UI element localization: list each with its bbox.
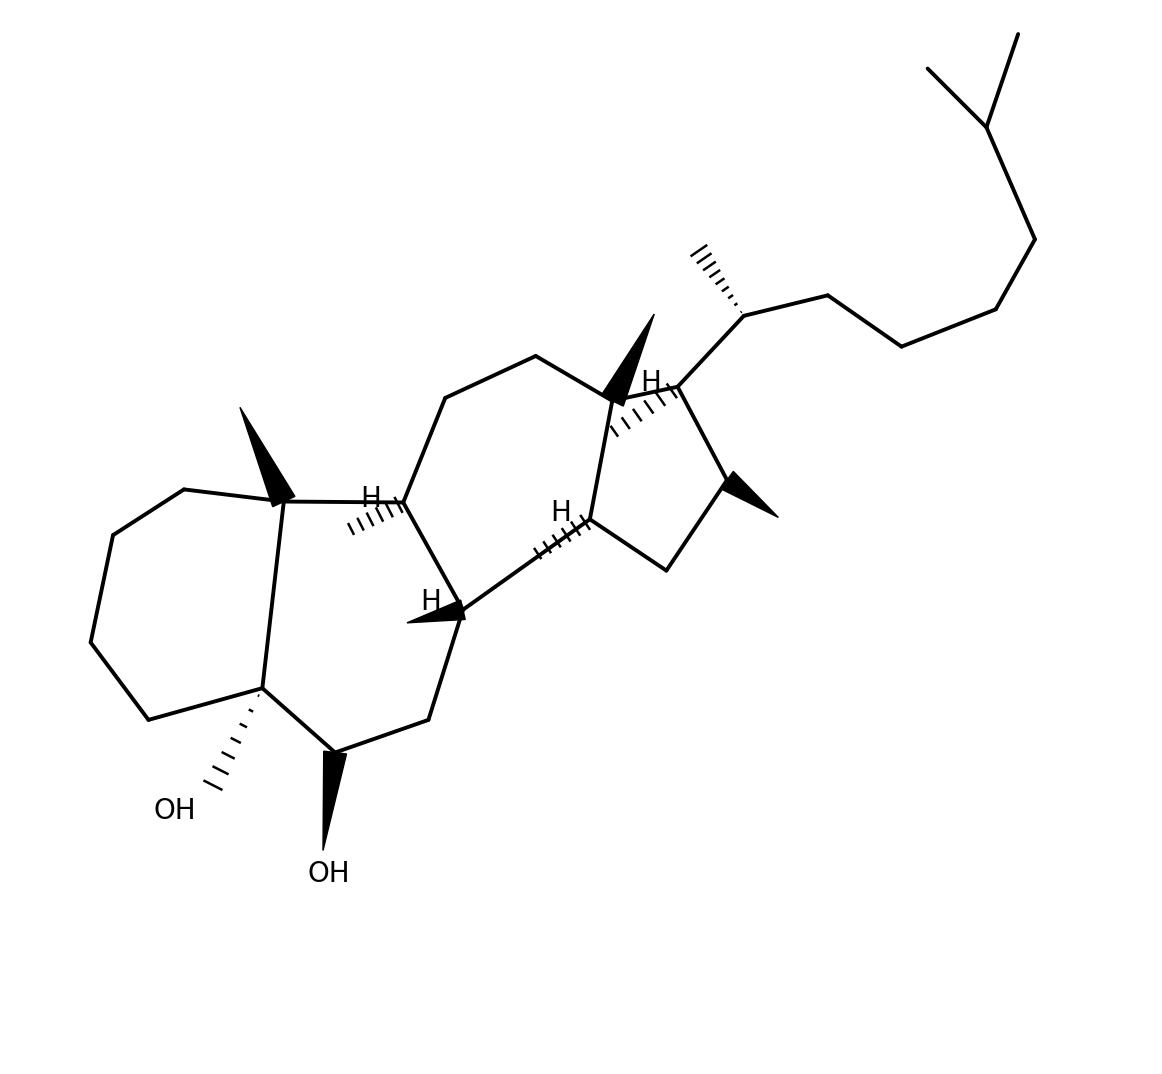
Polygon shape [407,600,465,623]
Text: OH: OH [308,859,351,888]
Polygon shape [323,751,346,851]
Text: H: H [360,484,381,512]
Text: H: H [551,499,572,527]
Text: H: H [421,589,442,616]
Polygon shape [239,407,295,507]
Polygon shape [601,314,654,406]
Text: H: H [640,369,661,397]
Text: OH: OH [153,797,196,825]
Polygon shape [720,471,779,518]
